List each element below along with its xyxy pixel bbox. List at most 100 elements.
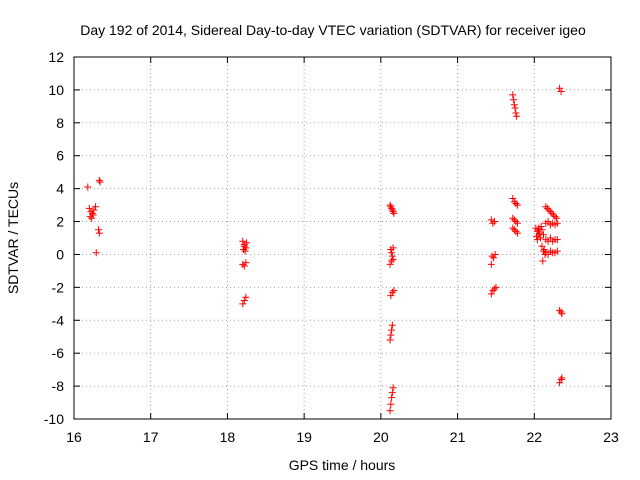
data-point: [239, 237, 247, 245]
data-point: [509, 224, 517, 232]
data-point: [387, 331, 395, 339]
data-point: [553, 247, 561, 255]
data-point: [487, 216, 495, 224]
data-point: [490, 254, 498, 262]
data-points: [84, 84, 566, 415]
y-tick-label: -4: [52, 312, 65, 328]
x-tick-label: 16: [66, 429, 82, 445]
data-point: [88, 214, 96, 222]
data-point: [387, 292, 395, 300]
data-point: [513, 229, 521, 237]
data-point: [95, 229, 103, 237]
data-point: [95, 176, 103, 184]
y-axis-label: SDTVAR / TECUs: [5, 182, 21, 294]
data-point: [388, 394, 396, 402]
data-point: [509, 195, 517, 203]
data-point: [509, 214, 517, 222]
data-point: [510, 198, 518, 206]
data-point: [540, 246, 548, 254]
data-point: [487, 260, 495, 268]
data-point: [90, 206, 98, 214]
data-point: [557, 308, 565, 316]
data-point: [96, 178, 104, 186]
y-tick-label: 0: [56, 246, 64, 262]
data-point: [513, 219, 521, 227]
x-tick-label: 21: [450, 429, 466, 445]
data-point: [488, 252, 496, 260]
data-point: [389, 208, 397, 216]
y-tick-label: 6: [56, 148, 64, 164]
data-point: [91, 203, 99, 211]
y-tick-label: -10: [44, 411, 64, 427]
data-point: [546, 208, 554, 216]
data-point: [388, 389, 396, 397]
data-point: [84, 183, 92, 191]
data-point: [542, 203, 550, 211]
chart-title: Day 192 of 2014, Sidereal Day-to-day VTE…: [80, 22, 586, 38]
data-point: [241, 247, 249, 255]
data-point: [551, 213, 559, 221]
data-point: [388, 206, 396, 214]
data-point: [509, 91, 517, 99]
data-point: [389, 255, 397, 263]
data-point: [557, 376, 565, 384]
x-tick-label: 20: [373, 429, 389, 445]
data-point: [556, 84, 564, 92]
data-point: [95, 226, 103, 234]
y-tick-label: -6: [52, 345, 65, 361]
data-point: [511, 104, 519, 112]
data-point: [558, 374, 566, 382]
data-point: [240, 262, 248, 270]
y-tick-label: 8: [56, 115, 64, 131]
x-tick-label: 18: [220, 429, 236, 445]
data-point: [557, 88, 565, 96]
data-point: [539, 257, 547, 265]
data-point: [549, 211, 557, 219]
y-tick-label: 4: [56, 181, 64, 197]
data-point: [536, 234, 544, 242]
data-point: [388, 252, 396, 260]
data-point: [390, 209, 398, 217]
data-point: [512, 227, 520, 235]
data-point: [489, 219, 497, 227]
data-point: [390, 287, 398, 295]
data-point: [239, 260, 247, 268]
data-point: [239, 300, 247, 308]
data-point: [533, 232, 541, 240]
data-point: [388, 321, 396, 329]
data-point: [388, 257, 396, 265]
y-tick-label: 10: [48, 82, 64, 98]
x-tick-label: 22: [526, 429, 542, 445]
data-point: [539, 231, 547, 239]
data-point: [388, 204, 396, 212]
data-point: [538, 226, 546, 234]
y-axis-ticks: -10 -8 -6 -4 -2 0 2 4 6 8 10 12: [44, 49, 611, 427]
plot-frame: [73, 56, 612, 420]
data-point: [387, 203, 395, 211]
data-point: [240, 246, 248, 254]
data-point: [558, 310, 566, 318]
data-point: [535, 224, 543, 232]
data-point: [513, 201, 521, 209]
data-point: [510, 101, 518, 109]
data-point: [240, 242, 248, 250]
data-point: [553, 219, 561, 227]
y-tick-label: 12: [48, 49, 64, 65]
y-tick-label: 2: [56, 214, 64, 230]
data-point: [510, 96, 518, 104]
data-point: [85, 204, 93, 212]
data-point: [548, 209, 556, 217]
x-tick-label: 19: [296, 429, 312, 445]
data-point: [510, 216, 518, 224]
data-point: [553, 214, 561, 222]
y-tick-label: -8: [52, 378, 65, 394]
data-point: [388, 288, 396, 296]
data-point: [92, 249, 100, 257]
data-point: [492, 283, 500, 291]
data-point: [513, 112, 521, 120]
data-point: [510, 226, 518, 234]
data-point: [389, 244, 397, 252]
data-point: [512, 199, 520, 207]
data-point: [389, 384, 397, 392]
